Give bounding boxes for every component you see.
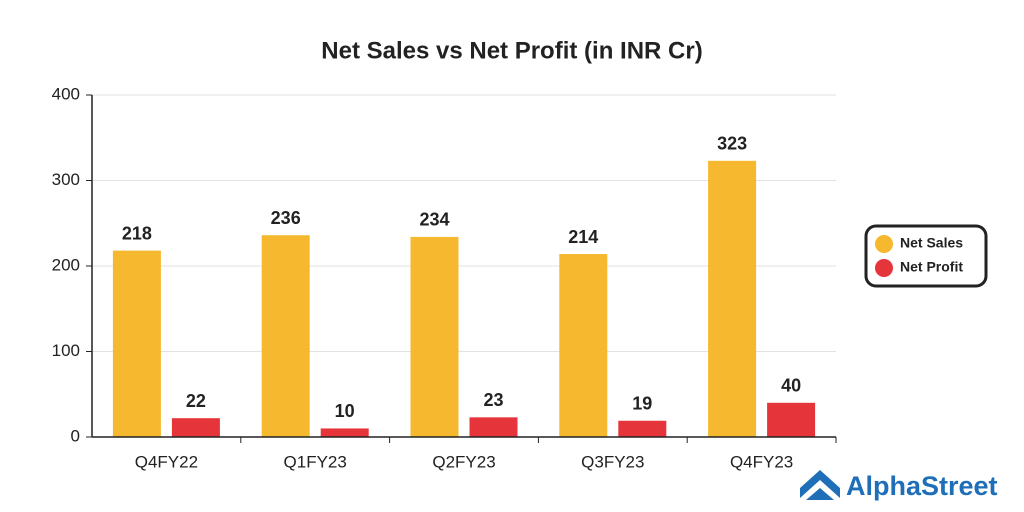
bar [559, 254, 608, 437]
x-tick-label: Q3FY23 [581, 452, 644, 471]
bar [410, 236, 459, 437]
chart-title: Net Sales vs Net Profit (in INR Cr) [321, 37, 702, 64]
value-label: 40 [781, 376, 801, 396]
value-label: 10 [335, 401, 355, 421]
logo-icon-base [806, 488, 834, 500]
legend-box [864, 224, 988, 288]
bar [708, 160, 757, 437]
bar [320, 428, 369, 437]
y-tick-label: 0 [71, 426, 80, 445]
legend-swatch [875, 259, 893, 277]
x-tick-label: Q2FY23 [432, 452, 495, 471]
value-label: 23 [483, 390, 503, 410]
legend-label: Net Sales [900, 235, 963, 251]
bar [469, 417, 518, 437]
x-tick-label: Q1FY23 [284, 452, 347, 471]
bar [261, 235, 310, 437]
value-label: 218 [122, 223, 152, 243]
bar [112, 250, 161, 437]
value-label: 19 [632, 394, 652, 414]
y-tick-label: 300 [52, 170, 80, 189]
legend-label: Net Profit [900, 259, 963, 275]
bar [618, 420, 667, 437]
legend-swatch [875, 235, 893, 253]
logo-icon [800, 470, 840, 498]
logo: AlphaStreet [800, 470, 998, 501]
value-label: 323 [717, 134, 747, 154]
value-label: 214 [568, 227, 598, 247]
y-tick-label: 200 [52, 255, 80, 274]
value-label: 22 [186, 391, 206, 411]
y-tick-label: 400 [52, 84, 80, 103]
value-label: 236 [271, 208, 301, 228]
value-label: 234 [419, 210, 449, 230]
bar [171, 418, 220, 437]
logo-text: AlphaStreet [846, 471, 998, 501]
x-tick-label: Q4FY22 [135, 452, 198, 471]
x-tick-label: Q4FY23 [730, 452, 793, 471]
y-tick-label: 100 [52, 341, 80, 360]
bar [767, 402, 816, 437]
